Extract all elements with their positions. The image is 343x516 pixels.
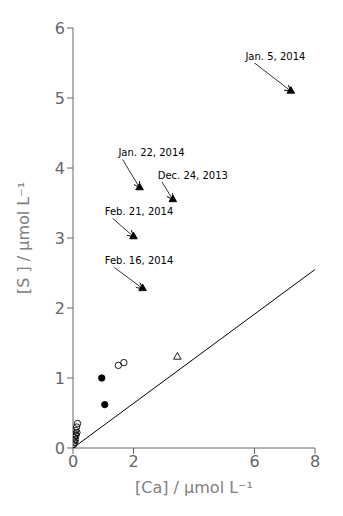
svg-text:[Ca] / μmol L⁻¹: [Ca] / μmol L⁻¹	[135, 478, 253, 497]
svg-text:[S ] / μmol L⁻¹: [S ] / μmol L⁻¹	[14, 182, 33, 294]
svg-text:Jan. 22, 2014: Jan. 22, 2014	[117, 147, 184, 158]
svg-text:6: 6	[55, 19, 65, 38]
svg-text:2: 2	[128, 452, 138, 471]
svg-text:Jan. 5, 2014: Jan. 5, 2014	[244, 51, 305, 62]
svg-text:Feb. 16, 2014: Feb. 16, 2014	[105, 255, 174, 266]
svg-text:8: 8	[310, 452, 320, 471]
svg-text:1: 1	[55, 369, 65, 388]
svg-text:2: 2	[55, 299, 65, 318]
svg-text:Feb. 21, 2014: Feb. 21, 2014	[105, 206, 174, 217]
svg-text:0: 0	[68, 452, 78, 471]
svg-text:3: 3	[55, 229, 65, 248]
svg-text:Dec. 24, 2013: Dec. 24, 2013	[158, 170, 228, 181]
svg-text:6: 6	[249, 452, 259, 471]
svg-text:4: 4	[55, 159, 65, 178]
svg-text:0: 0	[55, 439, 65, 458]
svg-text:5: 5	[55, 89, 65, 108]
